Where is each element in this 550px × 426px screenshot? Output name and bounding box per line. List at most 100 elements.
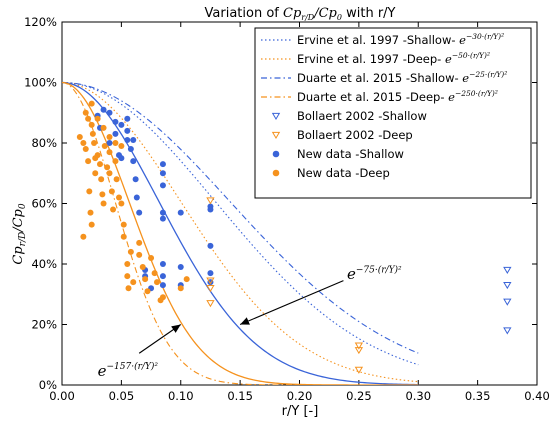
x-axis-label: r/Y [-] [282,404,319,419]
data-point [177,285,184,292]
data-point [503,266,512,275]
y-tick-label: 60% [31,197,57,211]
data-point [206,197,215,205]
data-point [101,143,108,150]
annotation-label: e−157·(r/Y)² [98,361,159,380]
y-axis-label: Cpr/D/Cp0 [11,203,28,265]
legend-swatch [272,150,280,158]
x-tick-label: 0.00 [49,389,75,403]
data-point [124,127,131,134]
data-point [118,143,125,150]
data-point [87,209,94,216]
data-point [106,133,113,140]
data-point [112,118,119,125]
x-tick-label: 0.15 [227,389,253,403]
data-point [144,288,151,295]
data-point [88,121,95,128]
data-point [136,209,143,216]
x-tick-label: 0.10 [168,389,194,403]
data-point [183,276,190,283]
data-point [118,121,125,128]
data-point [88,100,95,107]
data-point [124,261,131,267]
fit-curve [62,81,419,385]
data-point [112,130,119,137]
data-point [142,276,149,283]
legend-swatch [271,112,281,120]
legend-swatch [272,169,280,177]
legend-entry: Duarte et al. 2015 -Shallow- e−25·(r/Y)² [297,70,507,85]
data-point [159,273,166,280]
data-point [159,282,166,289]
x-tick-label: 0.30 [405,389,431,403]
data-point [94,152,101,159]
data-point [124,273,131,280]
data-point [92,170,99,177]
data-point [85,158,92,165]
data-point [177,209,184,216]
data-point [133,194,140,201]
chart-title: Variation of Cpr/D/Cp0 with r/Y [205,6,396,22]
annotation-label: e−75·(r/Y)² [347,264,402,283]
data-point [159,161,166,168]
x-tick-label: 0.05 [109,389,135,403]
data-point [98,176,105,183]
data-point [136,239,143,246]
data-point [354,347,364,355]
data-point [207,270,214,277]
x-tick-label: 0.25 [346,389,372,403]
x-tick-label: 0.40 [524,389,550,403]
data-point [206,300,215,308]
data-point [100,106,107,113]
data-point [151,270,158,277]
data-point [106,149,113,156]
legend-swatch [271,131,281,139]
fit-curve [62,81,419,385]
data-point [120,233,127,240]
data-point [124,136,131,143]
data-point [106,140,113,146]
data-point [76,133,83,140]
data-point [159,170,166,177]
data-point [106,109,113,116]
legend-box [254,27,532,199]
x-tick-label: 0.35 [465,389,491,403]
series-curve [62,81,419,354]
data-point [159,261,166,267]
y-tick-label: 20% [31,318,57,332]
data-point [125,285,132,292]
data-point [104,164,111,171]
y-tick-label: 120% [24,15,57,29]
data-point [80,233,87,240]
data-point [112,158,119,165]
data-point [207,242,214,249]
data-point [503,327,512,335]
annotation-arrow [239,280,344,326]
legend-entry: Ervine et al. 1997 -Deep- e−50·(r/Y)² [297,51,490,66]
data-point [110,206,117,213]
x-tick-label: 0.20 [287,389,313,403]
data-point [503,282,512,290]
data-point [120,221,127,228]
data-point [127,146,134,153]
legend-entry: Ervine et al. 1997 -Shallow- e−30·(r/Y)² [297,32,504,47]
y-tick-label: 80% [31,136,57,150]
legend-entry: Duarte et al. 2015 -Deep- e−250·(r/Y)² [297,89,498,104]
data-point [118,155,125,162]
data-point [130,136,137,143]
y-tick-label: 100% [24,76,57,90]
legend-entry: Bollaert 2002 -Shallow [297,109,427,123]
data-point [100,124,107,131]
data-point [106,170,113,177]
data-point [118,200,125,207]
data-point [154,279,160,286]
data-point [108,188,115,195]
data-point [89,130,96,137]
data-point [130,158,137,165]
data-point [80,140,87,146]
data-point [130,279,137,286]
data-point [94,115,101,122]
data-point [159,182,166,189]
data-point [159,209,166,216]
data-point [97,161,103,168]
